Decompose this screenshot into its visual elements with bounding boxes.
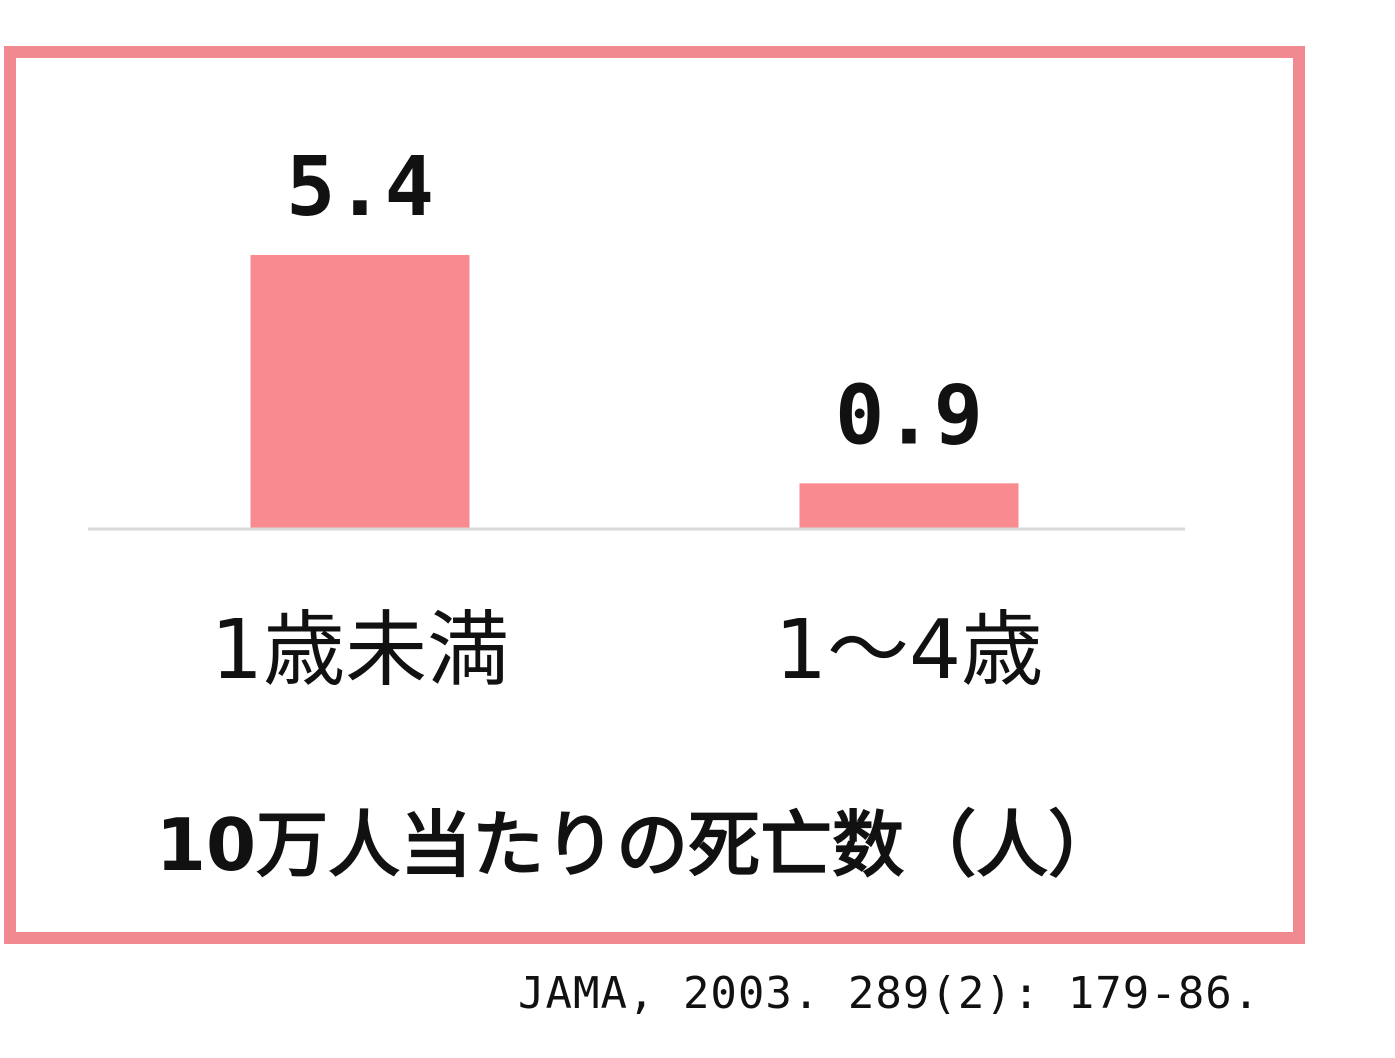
chart-frame [4, 46, 1305, 944]
value-label-1: 5.4 [286, 140, 434, 235]
bar-1 [250, 255, 470, 529]
category-label-1: 1歳未満 [211, 603, 509, 698]
labels-layer: 5.4 1歳未満 0.9 1～4歳 [211, 140, 1043, 698]
category-label-2: 1～4歳 [775, 603, 1043, 698]
citation-text: JAMA, 2003. 289(2): 179-86. [518, 968, 1261, 1019]
bars-layer [250, 255, 1019, 529]
bar-2 [799, 483, 1019, 529]
value-label-2: 0.9 [835, 368, 983, 463]
chart-title: 10万人当たりの死亡数（人） [156, 803, 1120, 887]
